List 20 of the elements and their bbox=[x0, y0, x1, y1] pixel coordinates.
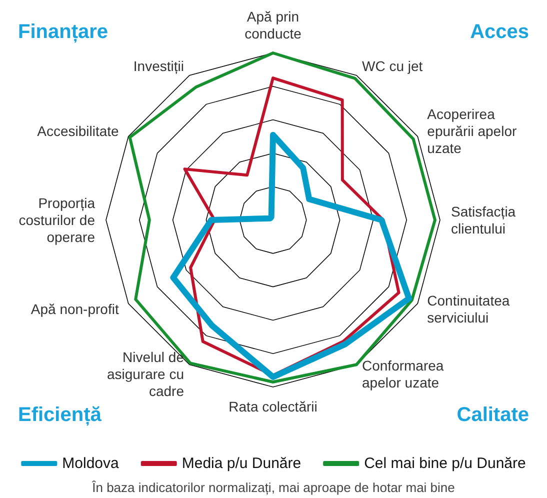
spoke-label: Proporția costurilor de operare bbox=[18, 195, 96, 245]
spoke-label: Conformarea apelor uzate bbox=[362, 358, 444, 391]
text: Finanțare bbox=[18, 21, 108, 43]
spoke-label: Nivelul de asigurare cu cadre bbox=[106, 349, 184, 400]
spoke-label: Rata colectării bbox=[228, 398, 318, 414]
spoke-label: Investiții bbox=[133, 58, 184, 74]
text: În baza indicatorilor normalizați, mai aproape de hotar mai bine bbox=[91, 480, 455, 495]
text: Acces bbox=[470, 21, 529, 43]
legend-label: Media p/u Dunăre bbox=[182, 455, 302, 472]
spoke-label: Acoperirea epurării apelor uzate bbox=[427, 106, 517, 156]
spoke-label: Accesibilitate bbox=[37, 123, 120, 139]
spoke-label: Continuitatea serviciului bbox=[427, 292, 510, 326]
text: Eficiență bbox=[18, 404, 102, 426]
spoke-label: WC cu jet bbox=[362, 58, 423, 74]
legend-label: Moldova bbox=[62, 455, 120, 472]
spoke-label: Apă non-profit bbox=[30, 301, 119, 317]
text: Calitate bbox=[456, 404, 530, 426]
spoke-label: Satisfacția clientului bbox=[451, 204, 516, 236]
spoke-label: Apă prin conducte bbox=[244, 8, 302, 42]
legend-label: Cel mai bine p/u Dunăre bbox=[364, 455, 526, 472]
